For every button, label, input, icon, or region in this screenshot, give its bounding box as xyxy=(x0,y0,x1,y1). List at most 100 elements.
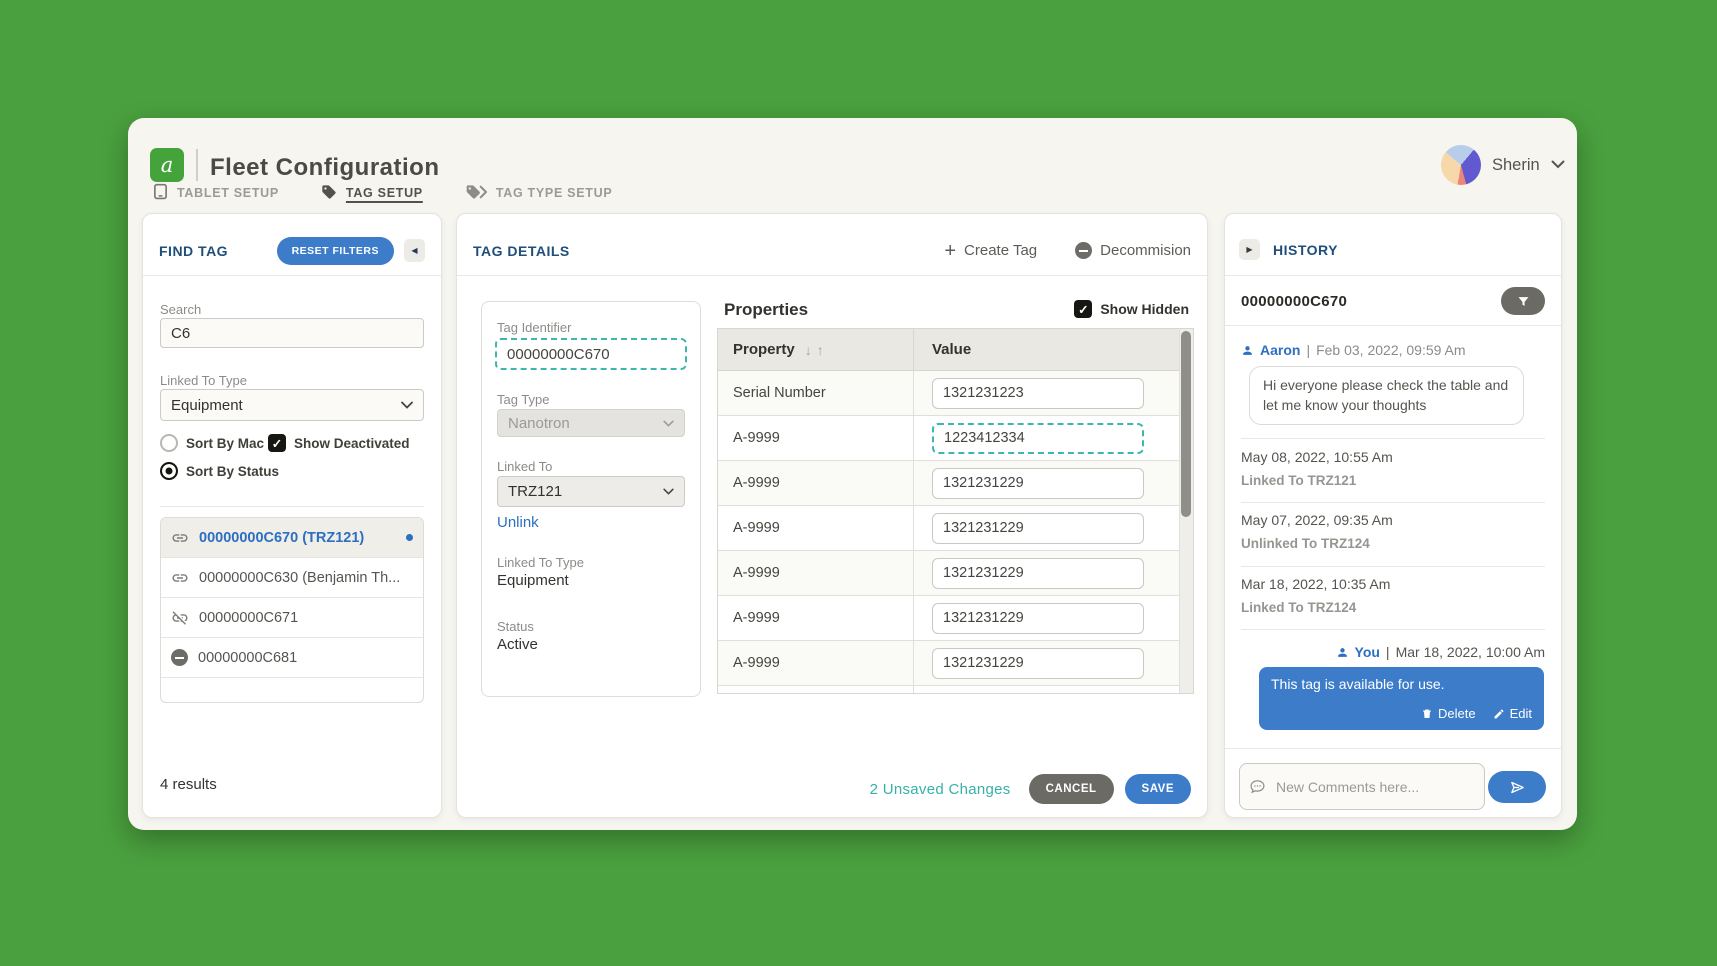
history-tag-id: 00000000C670 xyxy=(1241,292,1348,310)
list-item[interactable]: 00000000C681 xyxy=(161,638,423,678)
chevron-down-icon xyxy=(663,420,674,427)
unsaved-changes-text: 2 Unsaved Changes xyxy=(869,780,1011,798)
tab-tag-setup[interactable]: TAG SETUP xyxy=(321,184,423,203)
filter-funnel-icon xyxy=(1518,296,1528,306)
tab-label: TAG TYPE SETUP xyxy=(495,186,613,200)
event-action: Linked To TRZ121 xyxy=(1241,473,1357,488)
show-deactivated-checkbox[interactable]: ✓ Show Deactivated xyxy=(268,434,410,452)
sort-asc-icon[interactable]: ↑ xyxy=(816,341,824,358)
expand-panel-button[interactable]: ▶ xyxy=(1239,239,1260,260)
tablet-icon xyxy=(153,183,168,203)
search-label: Search xyxy=(160,302,202,317)
collapse-left-icon: ◀ xyxy=(411,246,418,255)
tab-tag-type-setup[interactable]: TAG TYPE SETUP xyxy=(465,184,613,203)
comment-author[interactable]: Aaron xyxy=(1260,342,1301,358)
property-name: A-9999 xyxy=(718,686,914,693)
history-title: HISTORY xyxy=(1273,241,1338,258)
decommission-label: Decommision xyxy=(1100,242,1191,259)
table-row: A-9999 xyxy=(718,641,1193,686)
property-value-input[interactable] xyxy=(932,692,1144,693)
collapse-panel-button[interactable]: ◀ xyxy=(404,239,425,262)
tag-label: 00000000C670 (TRZ121) xyxy=(199,529,365,546)
table-scrollbar-thumb[interactable] xyxy=(1181,331,1191,517)
tag-label: 00000000C681 xyxy=(198,649,298,666)
setup-tabs: TABLET SETUP TAG SETUP TAG TYPE SETUP xyxy=(153,180,612,206)
results-count: 4 results xyxy=(160,776,217,793)
avatar[interactable] xyxy=(1441,145,1481,185)
event-timestamp: Mar 18, 2022, 10:35 Am xyxy=(1241,576,1391,592)
table-row: A-9999 xyxy=(718,506,1193,551)
find-tag-header: FIND TAG RESET FILTERS ◀ xyxy=(143,214,441,276)
user-menu[interactable]: Sherin xyxy=(1441,145,1565,185)
property-value-input[interactable] xyxy=(932,647,1144,679)
sort-by-mac-label: Sort By Mac xyxy=(186,435,265,451)
trash-icon xyxy=(1423,709,1432,718)
table-row: A-9999 xyxy=(718,416,1193,461)
unlink-link[interactable]: Unlink xyxy=(497,514,539,531)
sort-desc-icon[interactable]: ↓ xyxy=(804,341,812,358)
tag-type-label: Tag Type xyxy=(497,392,550,407)
sort-by-status-radio[interactable]: Sort By Status xyxy=(160,462,279,480)
decommission-button[interactable]: Decommision xyxy=(1075,242,1191,259)
edit-comment-button[interactable]: Edit xyxy=(1493,706,1532,721)
tag-details-header: TAG DETAILS + Create Tag Decommision xyxy=(457,214,1207,276)
list-item[interactable]: 00000000C670 (TRZ121) xyxy=(161,518,423,558)
table-row: A-9999 xyxy=(718,596,1193,641)
cancel-button[interactable]: CANCEL xyxy=(1028,774,1114,804)
property-value-input[interactable] xyxy=(932,602,1144,634)
sort-by-mac-radio[interactable]: Sort By Mac xyxy=(160,434,264,452)
tab-tablet-setup[interactable]: TABLET SETUP xyxy=(153,183,279,203)
checkbox-checked-icon: ✓ xyxy=(1074,300,1093,318)
property-value-input[interactable] xyxy=(932,512,1144,544)
history-panel: ▶ HISTORY 00000000C670 Aaron | Feb 03, 2… xyxy=(1224,213,1562,818)
linked-to-type-value: Equipment xyxy=(171,396,243,414)
tags-icon xyxy=(465,184,487,203)
table-row: A-9999 xyxy=(718,461,1193,506)
divider xyxy=(1225,325,1561,326)
selected-dot-icon xyxy=(406,534,413,541)
linked-to-type-select[interactable]: Equipment xyxy=(160,389,424,421)
property-value-input-modified[interactable] xyxy=(932,422,1144,454)
filter-button[interactable] xyxy=(1501,287,1545,315)
tag-identifier-input[interactable] xyxy=(495,338,687,370)
person-icon xyxy=(1243,345,1252,355)
link-icon xyxy=(172,573,188,582)
send-comment-button[interactable] xyxy=(1488,771,1546,803)
linked-to-select[interactable]: TRZ121 xyxy=(497,476,685,507)
person-icon xyxy=(1337,647,1347,657)
tag-icon xyxy=(321,184,337,203)
property-value-input[interactable] xyxy=(932,377,1144,409)
delete-comment-button[interactable]: Delete xyxy=(1421,706,1476,721)
divider xyxy=(1241,566,1545,567)
table-row: A-9999 xyxy=(718,551,1193,596)
sort-by-status-label: Sort By Status xyxy=(186,463,280,479)
property-name: A-9999 xyxy=(718,596,914,640)
property-value-input[interactable] xyxy=(932,557,1144,589)
event-timestamp: May 07, 2022, 09:35 Am xyxy=(1241,512,1393,528)
separator: | xyxy=(1306,342,1311,358)
property-value-input[interactable] xyxy=(932,467,1144,499)
create-tag-button[interactable]: + Create Tag xyxy=(944,241,1037,261)
user-name: Sherin xyxy=(1492,155,1540,174)
properties-title: Properties xyxy=(724,300,809,319)
search-input[interactable] xyxy=(160,318,424,348)
header-divider xyxy=(196,149,198,181)
tag-details-panel: TAG DETAILS + Create Tag Decommision Tag… xyxy=(456,213,1208,818)
checkbox-checked-icon: ✓ xyxy=(268,434,286,452)
comment-meta: Aaron | Feb 03, 2022, 09:59 Am xyxy=(1241,342,1466,358)
separator: | xyxy=(1385,644,1390,660)
table-row: A-9999 xyxy=(718,686,1193,693)
tag-type-select: Nanotron xyxy=(497,409,685,437)
linked-to-type-value: Equipment xyxy=(497,572,569,589)
save-button[interactable]: SAVE xyxy=(1124,774,1191,804)
reset-filters-button[interactable]: RESET FILTERS xyxy=(276,236,394,265)
new-comment-input[interactable] xyxy=(1239,763,1485,810)
tag-identifier-label: Tag Identifier xyxy=(497,320,572,335)
property-name: A-9999 xyxy=(718,506,914,550)
divider xyxy=(1241,629,1545,630)
list-item[interactable]: 00000000C630 (Benjamin Th... xyxy=(161,558,423,598)
list-item[interactable]: 00000000C671 xyxy=(161,598,423,638)
own-comment-author[interactable]: You xyxy=(1354,644,1380,660)
show-hidden-checkbox[interactable]: ✓ Show Hidden xyxy=(1074,300,1189,318)
event-timestamp: May 08, 2022, 10:55 Am xyxy=(1241,449,1393,465)
